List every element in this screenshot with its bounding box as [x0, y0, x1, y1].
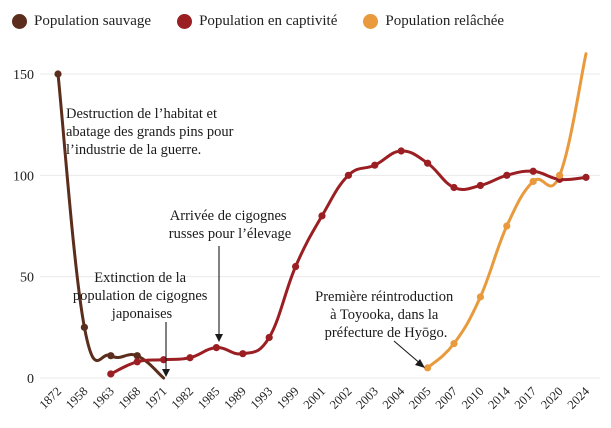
x-tick-label: 1982: [169, 384, 197, 412]
annotation-reintroduction-line: préfecture de Hyōgo.: [325, 325, 448, 341]
data-point-captive[interactable]: [529, 167, 537, 175]
data-point-released[interactable]: [450, 339, 458, 348]
x-tick-label: 1989: [221, 384, 249, 412]
data-point-captive[interactable]: [239, 350, 247, 358]
annotation-reintroduction-line: à Toyooka, dans la: [330, 307, 439, 323]
legend-swatch-captive: [177, 13, 193, 29]
data-point-captive[interactable]: [160, 356, 168, 364]
data-point-captive[interactable]: [503, 171, 511, 179]
x-tick-label: 2004: [380, 384, 408, 412]
annotation-russian-line: russes pour l’élevage: [169, 226, 291, 242]
data-point-released[interactable]: [503, 222, 511, 230]
data-point-captive[interactable]: [292, 262, 300, 271]
data-point-captive[interactable]: [397, 147, 405, 155]
legend-label-released: Population relâchée: [385, 12, 505, 29]
data-point-released[interactable]: [476, 293, 484, 301]
x-tick-label: 1971: [142, 384, 170, 412]
data-point-released[interactable]: [424, 364, 432, 372]
data-point-captive[interactable]: [450, 183, 458, 192]
legend-label-wild: Population sauvage: [34, 12, 152, 29]
annotation-russian-line: Arrivée de cigognes: [170, 208, 287, 224]
x-tick-label: 2010: [459, 384, 487, 412]
data-point-captive[interactable]: [371, 161, 379, 169]
x-tick-label: 2002: [327, 384, 355, 412]
annotation-extinction-line: population de cigognes: [73, 288, 208, 304]
data-point-captive[interactable]: [186, 354, 194, 362]
legend: Population sauvage Population en captivi…: [12, 8, 504, 34]
annotation-extinction-line: Extinction de la: [94, 270, 186, 286]
data-point-wild[interactable]: [80, 323, 88, 331]
legend-swatch-wild: [12, 13, 27, 29]
y-tick-label: 150: [13, 68, 34, 83]
legend-item-wild[interactable]: Population sauvage: [12, 13, 151, 30]
data-point-captive[interactable]: [344, 171, 352, 179]
data-point-captive[interactable]: [133, 358, 141, 366]
x-tick-label: 2007: [433, 384, 461, 412]
x-tick-label: 1999: [274, 384, 302, 412]
arrowhead-reintroduction: [415, 359, 425, 368]
annotation-extinction: Extinction de la population de cigognes …: [73, 270, 211, 322]
y-tick-label: 50: [20, 271, 34, 286]
x-tick-label: 1963: [89, 384, 117, 412]
legend-swatch-released: [363, 13, 379, 29]
annotation-habitat-line: abatage des grands pins pour: [66, 124, 234, 140]
data-point-released[interactable]: [556, 171, 564, 179]
x-tick-label: 2014: [485, 384, 513, 412]
annotation-extinction-line: japonaises: [111, 306, 173, 322]
annotation-habitat-line: l’industrie de la guerre.: [66, 142, 201, 158]
data-point-captive[interactable]: [212, 344, 220, 352]
annotation-habitat: Destruction de l’habitat et abatage des …: [66, 106, 237, 158]
x-tick-label: 1985: [195, 384, 223, 412]
annotation-habitat-line: Destruction de l’habitat et: [66, 106, 217, 122]
annotation-russian: Arrivée de cigognes russes pour l’élevag…: [169, 208, 291, 242]
x-tick-label: 2001: [301, 384, 329, 412]
data-point-wild[interactable]: [107, 352, 115, 360]
y-tick-label: 100: [13, 169, 34, 184]
data-point-captive[interactable]: [318, 212, 326, 220]
x-tick-label: 1968: [116, 384, 144, 412]
annotation-reintroduction-line: Première réintroduction: [315, 289, 454, 305]
data-point-captive[interactable]: [582, 173, 590, 181]
x-tick-label: 2017: [512, 384, 540, 412]
arrow-reintroduction: [393, 340, 423, 366]
data-point-captive[interactable]: [265, 333, 273, 342]
data-point-released[interactable]: [529, 177, 537, 186]
annotation-reintroduction: Première réintroduction à Toyooka, dans …: [315, 289, 457, 341]
legend-item-captive[interactable]: Population en captivité: [177, 13, 337, 30]
x-tick-label: 1958: [63, 384, 91, 412]
y-tick-label: 0: [27, 372, 34, 387]
legend-item-released[interactable]: Population relâchée: [363, 13, 504, 30]
series-line-released[interactable]: [426, 52, 588, 370]
legend-label-captive: Population en captivité: [199, 12, 338, 29]
point-layer: [54, 70, 590, 378]
arrowhead-extinction: [162, 369, 170, 377]
arrowhead-russian: [215, 334, 223, 342]
data-point-wild[interactable]: [133, 352, 141, 360]
x-tick-label: 2005: [406, 384, 434, 412]
x-tick-label: 2020: [538, 384, 566, 412]
data-point-wild[interactable]: [54, 70, 62, 78]
x-tick-label: 1872: [37, 384, 65, 412]
data-point-captive[interactable]: [424, 159, 432, 167]
data-point-captive[interactable]: [107, 370, 115, 378]
x-tick-label: 1993: [248, 384, 276, 412]
data-point-captive[interactable]: [476, 181, 484, 190]
x-tick-label: 2003: [353, 384, 381, 412]
annotation-layer: Destruction de l’habitat et abatage des …: [66, 106, 457, 377]
x-tick-label: 2024: [565, 384, 593, 412]
